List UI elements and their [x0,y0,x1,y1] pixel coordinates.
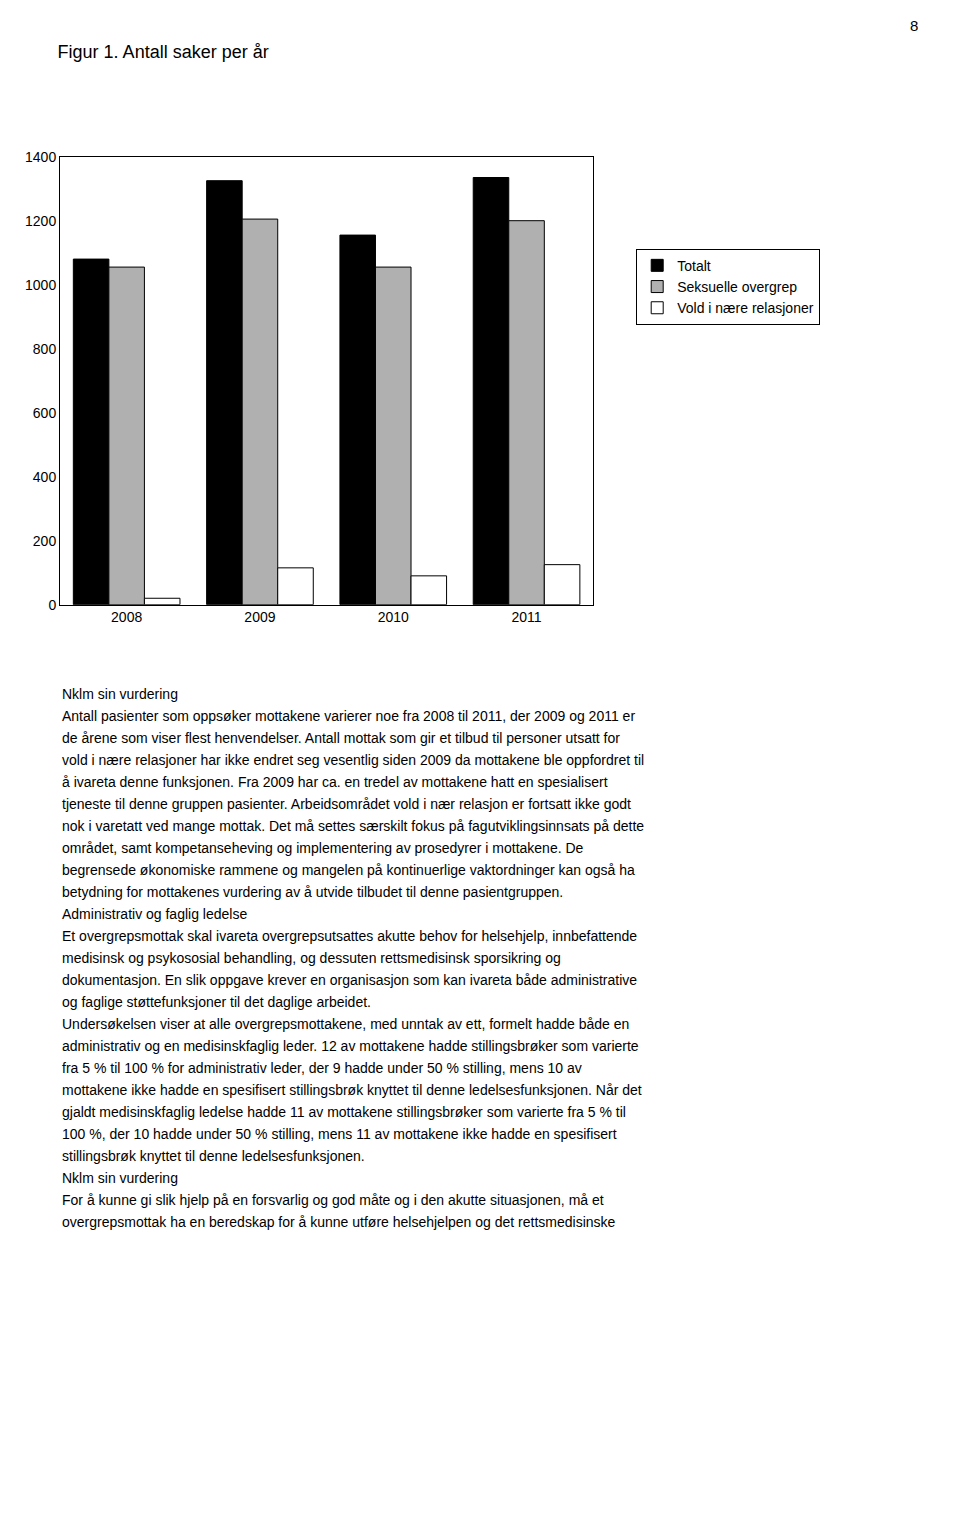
svg-text:området, samt kompetanseheving: området, samt kompetanseheving og implem… [62,840,584,856]
svg-text:600: 600 [33,405,57,421]
svg-text:Et overgrepsmottak skal ivaret: Et overgrepsmottak skal ivareta overgrep… [62,928,637,944]
svg-text:dokumentasjon. En slik oppgave: dokumentasjon. En slik oppgave krever en… [62,972,637,988]
svg-text:8: 8 [910,17,918,34]
svg-text:Seksuelle overgrep: Seksuelle overgrep [677,279,797,295]
svg-text:overgrepsmottak ha en beredska: overgrepsmottak ha en beredskap for å ku… [62,1214,616,1230]
svg-text:1400: 1400 [25,149,56,165]
svg-text:2008: 2008 [111,609,142,625]
svg-text:de årene som viser flest henve: de årene som viser flest henvendelser. A… [62,730,620,746]
svg-text:betydning for mottakenes vurde: betydning for mottakenes vurdering av å … [62,884,563,900]
svg-text:Nklm sin vurdering: Nklm sin vurdering [62,1170,178,1186]
svg-text:100 %, der 10 hadde under 50 %: 100 %, der 10 hadde under 50 % stilling,… [62,1126,617,1142]
svg-text:Totalt: Totalt [677,258,711,274]
svg-text:Antall pasienter som oppsøker: Antall pasienter som oppsøker mottakene … [62,708,635,724]
svg-text:nok i varetatt ved mange motta: nok i varetatt ved mange mottak. Det må … [62,818,644,834]
svg-text:400: 400 [33,469,57,485]
svg-text:2010: 2010 [378,609,409,625]
svg-text:å ivareta denne funksjonen. Fr: å ivareta denne funksjonen. Fra 2009 har… [62,774,608,790]
svg-text:0: 0 [48,597,56,613]
svg-text:2009: 2009 [244,609,275,625]
svg-text:200: 200 [33,533,57,549]
svg-text:mottakene ikke hadde en spesif: mottakene ikke hadde en spesifisert stil… [62,1082,642,1098]
svg-text:administrativ og en medisinskf: administrativ og en medisinskfaglig lede… [62,1038,639,1054]
svg-text:Vold i nære relasjoner: Vold i nære relasjoner [677,300,814,316]
svg-text:medisinsk og psykososial behan: medisinsk og psykososial behandling, og … [62,950,561,966]
svg-text:gjaldt medisinskfaglig ledelse: gjaldt medisinskfaglig ledelse hadde 11 … [62,1104,626,1120]
svg-text:2011: 2011 [511,609,541,625]
svg-text:og faglige støttefunksjoner ti: og faglige støttefunksjoner til det dagl… [62,994,371,1010]
svg-text:800: 800 [33,341,57,357]
svg-text:stillingsbrøk knyttet til denn: stillingsbrøk knyttet til denne ledelses… [62,1148,365,1164]
svg-text:vold i nære relasjoner har ikk: vold i nære relasjoner har ikke endret s… [62,752,644,768]
svg-text:For å kunne gi slik hjelp på e: For å kunne gi slik hjelp på en forsvarl… [62,1192,604,1208]
svg-text:1000: 1000 [25,277,56,293]
svg-text:Undersøkelsen viser at alle ov: Undersøkelsen viser at alle overgrepsmot… [62,1016,629,1032]
svg-text:tjeneste til denne gruppen pas: tjeneste til denne gruppen pasienter. Ar… [62,796,631,812]
svg-text:fra 5 % til 100 % for administ: fra 5 % til 100 % for administrativ lede… [62,1060,582,1076]
svg-text:begrensede økonomiske rammene: begrensede økonomiske rammene og mangele… [62,862,635,878]
svg-text:1200: 1200 [25,213,56,229]
svg-text:Nklm sin vurdering: Nklm sin vurdering [62,686,178,702]
svg-text:Figur 1. Antall saker per år: Figur 1. Antall saker per år [58,42,269,62]
svg-text:Administrativ og faglig ledels: Administrativ og faglig ledelse [62,906,247,922]
